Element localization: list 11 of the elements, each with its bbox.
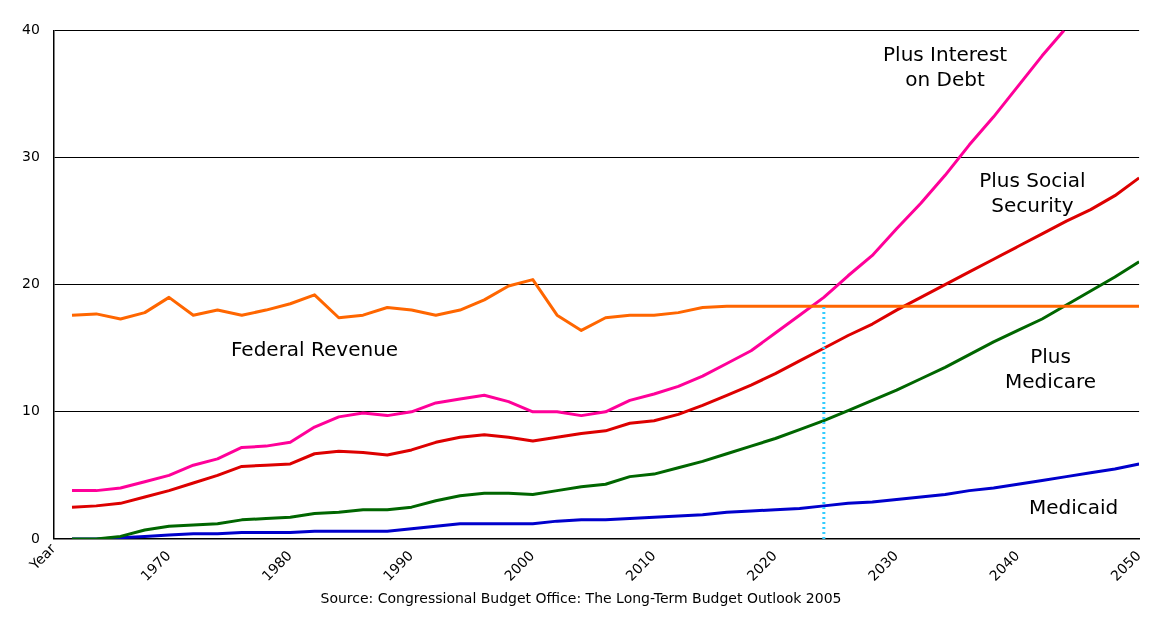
y-tick-label: 10 <box>21 402 40 419</box>
series-label: Medicaid <box>1028 494 1119 519</box>
y-tick-label: 0 <box>30 529 40 546</box>
series-label: Plus Interest on Debt <box>883 42 1008 92</box>
y-tick-label: 40 <box>21 21 40 38</box>
y-tick-label: 30 <box>21 148 40 165</box>
source-note: Source: Congressional Budget Office: The Long-Term Budget Outlook 2005 <box>319 590 843 606</box>
series-label: Plus Medicare <box>1005 343 1097 393</box>
y-tick-label: 20 <box>21 275 40 292</box>
series-label: Plus Social Security <box>979 168 1086 218</box>
series-label: Federal Revenue <box>230 336 399 361</box>
